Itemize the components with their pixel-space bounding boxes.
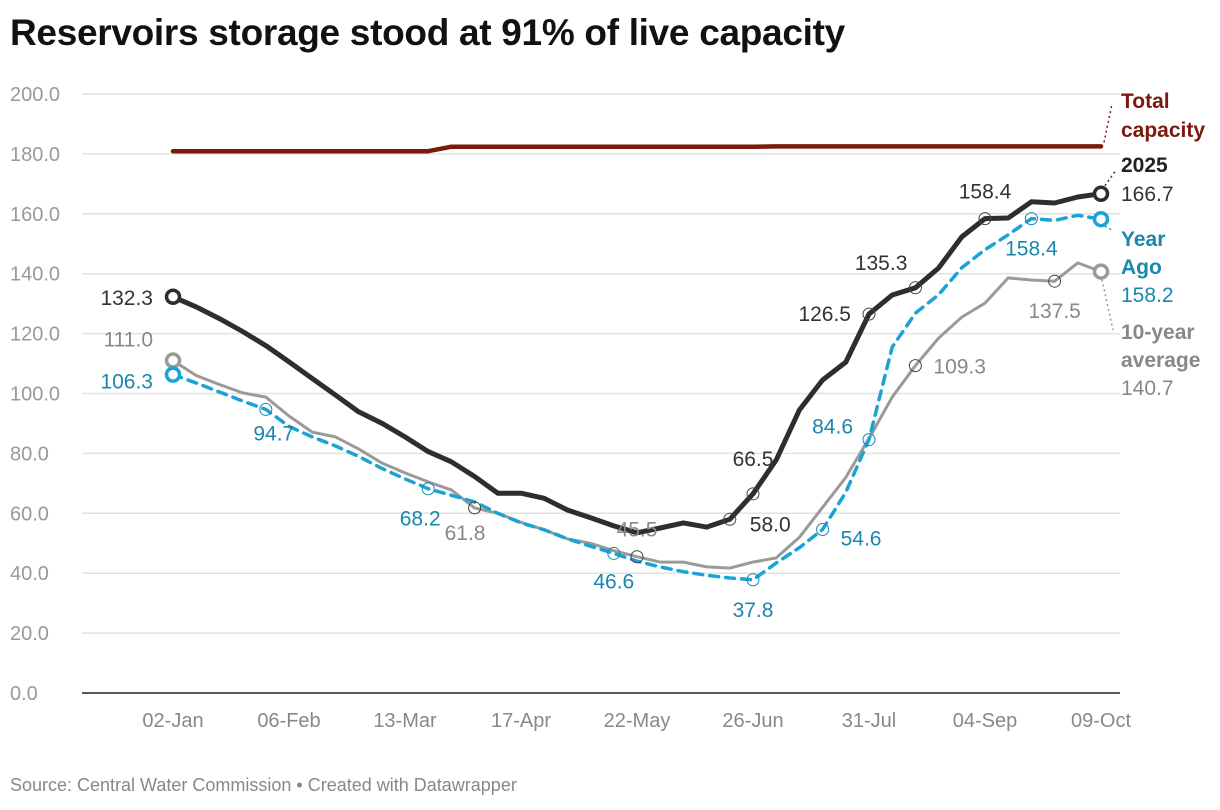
x-tick-label: 13-Mar [373,710,437,732]
series-line-y2025 [170,191,1104,536]
legend-value-avg: 140.7 [1121,377,1174,400]
annotation-marker [862,433,876,447]
x-tick-label: 26-Jun [722,710,783,732]
annotation-label: 61.8 [445,522,486,545]
y-tick-label: 0.0 [10,683,38,705]
annotation-label: 126.5 [798,303,851,326]
endpoint-marker-y2025 [1092,185,1110,202]
endpoint-marker-yearago [164,366,182,383]
leader-line-capacity [1103,103,1113,143]
legend-label-yearago: Year [1121,228,1165,251]
legend-label-capacity: capacity [1121,119,1205,142]
endpoint-marker-y2025 [164,288,182,306]
annotation-label: 66.5 [733,448,774,471]
annotation-marker [421,482,435,496]
y-tick-label: 100.0 [10,384,60,406]
annotation-label: 58.0 [750,513,791,536]
annotation-label: 84.6 [812,416,853,439]
x-tick-label: 09-Oct [1071,710,1131,732]
annotation-marker [1024,212,1038,226]
legend-label-y2025: 2025 [1121,154,1168,177]
annotation-label: 37.8 [733,599,774,622]
leader-line-2025 [1104,169,1117,187]
legend-label-avg: average [1121,349,1200,372]
annotation-marker [630,550,644,564]
annotation-label: 45.5 [617,519,658,542]
annotation-marker [468,501,482,515]
annotation-label: 68.2 [400,508,441,531]
endpoint-marker-avg [164,352,182,369]
annotation-marker [607,546,621,560]
y-tick-label: 120.0 [10,324,60,346]
y-tick-label: 40.0 [10,563,49,585]
x-tick-label: 04-Sep [953,710,1018,732]
y-tick-label: 80.0 [10,443,49,465]
legend-value-y2025: 166.7 [1121,183,1174,206]
annotation-marker [908,281,922,295]
leader-line-avg [1101,279,1114,331]
annotation-label: 158.4 [959,181,1012,204]
annotation-marker [746,487,760,501]
annotation-label: 106.3 [100,371,153,394]
annotation-marker [978,212,992,226]
x-tick-label: 06-Feb [257,710,320,732]
x-tick-label: 31-Jul [842,710,896,732]
annotation-marker [746,573,760,587]
y-tick-label: 20.0 [10,623,49,645]
annotation-marker [862,307,876,321]
annotation-label: 132.3 [100,287,153,310]
annotation-marker [816,522,830,536]
y-tick-label: 180.0 [10,144,60,166]
endpoint-marker-yearago [1092,210,1110,228]
annotation-marker [1048,274,1062,288]
y-tick-label: 160.0 [10,204,60,226]
annotation-marker [259,402,273,416]
annotation-label: 111.0 [104,329,153,352]
annotation-label: 158.4 [1005,238,1058,261]
y-tick-label: 200.0 [10,84,60,106]
annotation-label: 135.3 [855,252,908,275]
series-line-capacity [170,144,1104,154]
legend-label-avg: 10-year [1121,321,1195,344]
legend-label-capacity: Total [1121,90,1170,113]
annotation-label: 54.6 [841,527,882,550]
series-line-avg [171,261,1103,570]
series-line-yearago [171,213,1103,582]
endpoint-marker-avg [1092,263,1110,280]
x-tick-label: 02-Jan [142,710,203,732]
annotation-label: 109.3 [933,356,986,379]
leader-line-yearago [1104,225,1113,231]
source-footer: Source: Central Water Commission • Creat… [10,775,517,795]
annotation-marker [723,512,737,526]
x-tick-label: 22-May [604,710,671,732]
y-tick-label: 140.0 [10,264,60,286]
chart-title: Reservoirs storage stood at 91% of live … [10,12,845,53]
annotation-label: 94.7 [253,422,294,445]
y-tick-label: 60.0 [10,503,49,525]
annotation-marker [908,359,922,373]
legend-value-yearago: 158.2 [1121,284,1174,307]
annotation-label: 137.5 [1028,300,1081,323]
annotation-label: 46.6 [593,570,634,593]
x-tick-label: 17-Apr [491,710,551,732]
legend-label-yearago: Ago [1121,256,1162,279]
